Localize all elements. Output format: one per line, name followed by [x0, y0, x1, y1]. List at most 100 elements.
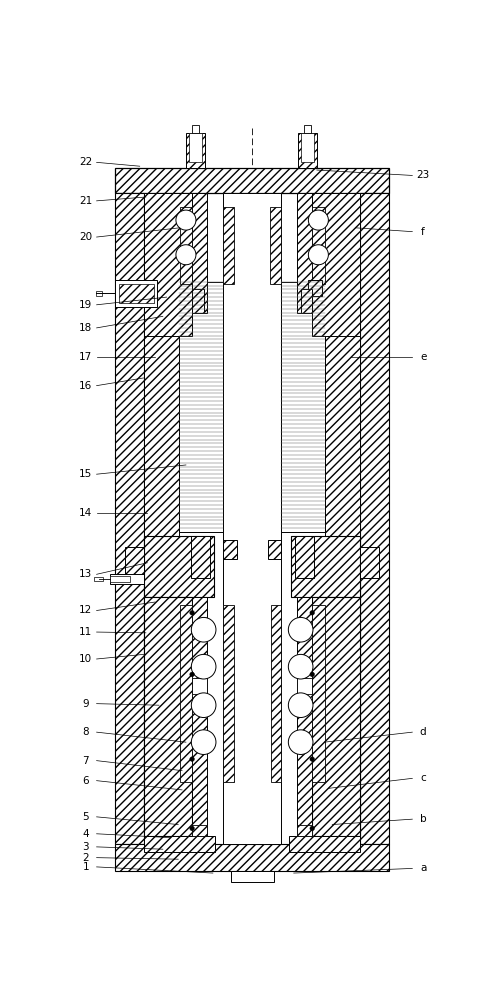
- Bar: [360, 193, 389, 844]
- Text: f: f: [421, 227, 425, 237]
- Bar: [180, 605, 192, 782]
- Text: 1: 1: [83, 862, 89, 872]
- Text: 6: 6: [83, 776, 89, 786]
- Circle shape: [288, 654, 313, 679]
- Bar: [93, 577, 103, 581]
- Bar: [115, 280, 157, 307]
- Circle shape: [190, 757, 194, 761]
- Text: b: b: [420, 814, 427, 824]
- Bar: [192, 193, 208, 312]
- Bar: [190, 536, 210, 578]
- Bar: [297, 193, 312, 312]
- Bar: [115, 844, 389, 871]
- Text: 12: 12: [79, 605, 92, 615]
- Circle shape: [176, 210, 196, 230]
- Circle shape: [310, 672, 314, 677]
- Bar: [312, 207, 325, 284]
- Bar: [301, 289, 312, 312]
- Circle shape: [288, 730, 313, 754]
- Bar: [298, 133, 317, 168]
- Circle shape: [191, 617, 216, 642]
- Bar: [115, 193, 144, 844]
- Text: d: d: [420, 727, 427, 737]
- Circle shape: [190, 610, 194, 615]
- Bar: [192, 125, 199, 133]
- Bar: [312, 605, 325, 782]
- Bar: [297, 597, 312, 836]
- Bar: [186, 133, 205, 168]
- Circle shape: [310, 757, 314, 761]
- Text: 7: 7: [83, 756, 89, 766]
- Text: 14: 14: [79, 508, 92, 518]
- Text: 3: 3: [83, 842, 89, 852]
- Bar: [223, 207, 235, 284]
- Text: 9: 9: [83, 699, 89, 709]
- Text: a: a: [420, 863, 426, 873]
- Bar: [125, 547, 144, 578]
- Bar: [297, 678, 312, 694]
- Bar: [268, 540, 281, 559]
- Bar: [223, 605, 234, 782]
- Text: 16: 16: [79, 381, 92, 391]
- Bar: [192, 289, 204, 312]
- Circle shape: [176, 245, 196, 265]
- Bar: [312, 193, 360, 336]
- Bar: [115, 168, 389, 193]
- Text: 5: 5: [83, 812, 89, 822]
- Bar: [189, 133, 202, 162]
- Bar: [192, 678, 208, 694]
- Bar: [223, 540, 237, 559]
- Text: 23: 23: [416, 170, 430, 180]
- Circle shape: [308, 245, 328, 265]
- Bar: [96, 291, 102, 296]
- Circle shape: [288, 693, 313, 718]
- Text: 2: 2: [83, 853, 89, 863]
- Bar: [291, 536, 360, 597]
- Bar: [295, 536, 314, 578]
- Bar: [297, 825, 312, 836]
- Bar: [301, 133, 314, 162]
- Text: 20: 20: [79, 232, 92, 242]
- Bar: [223, 193, 281, 844]
- Bar: [325, 274, 360, 540]
- Circle shape: [310, 826, 314, 831]
- Text: c: c: [420, 773, 426, 783]
- Bar: [144, 274, 179, 540]
- Circle shape: [191, 693, 216, 718]
- Circle shape: [310, 610, 314, 615]
- Circle shape: [190, 826, 194, 831]
- Text: 21: 21: [79, 196, 92, 206]
- Text: 19: 19: [79, 300, 92, 310]
- Bar: [360, 547, 379, 578]
- Bar: [281, 282, 325, 532]
- Text: 17: 17: [79, 352, 92, 362]
- Bar: [304, 125, 310, 133]
- Text: 10: 10: [79, 654, 92, 664]
- Bar: [308, 280, 322, 296]
- Text: 4: 4: [83, 829, 89, 839]
- Text: 8: 8: [83, 727, 89, 737]
- Circle shape: [191, 730, 216, 754]
- Bar: [231, 871, 274, 882]
- Bar: [271, 605, 281, 782]
- Bar: [179, 282, 223, 532]
- Text: 13: 13: [79, 569, 92, 579]
- Text: 22: 22: [79, 157, 92, 167]
- Text: e: e: [420, 352, 426, 362]
- Text: 11: 11: [79, 627, 92, 637]
- Bar: [144, 836, 215, 852]
- Bar: [144, 597, 192, 836]
- Circle shape: [308, 210, 328, 230]
- Bar: [180, 207, 192, 284]
- Bar: [270, 207, 281, 284]
- Circle shape: [191, 654, 216, 679]
- Bar: [144, 536, 214, 597]
- Bar: [144, 193, 192, 336]
- Text: 18: 18: [79, 323, 92, 333]
- Bar: [192, 825, 208, 836]
- Bar: [192, 597, 208, 836]
- Text: 15: 15: [79, 469, 92, 479]
- Bar: [119, 284, 154, 303]
- Bar: [289, 836, 360, 852]
- Circle shape: [288, 617, 313, 642]
